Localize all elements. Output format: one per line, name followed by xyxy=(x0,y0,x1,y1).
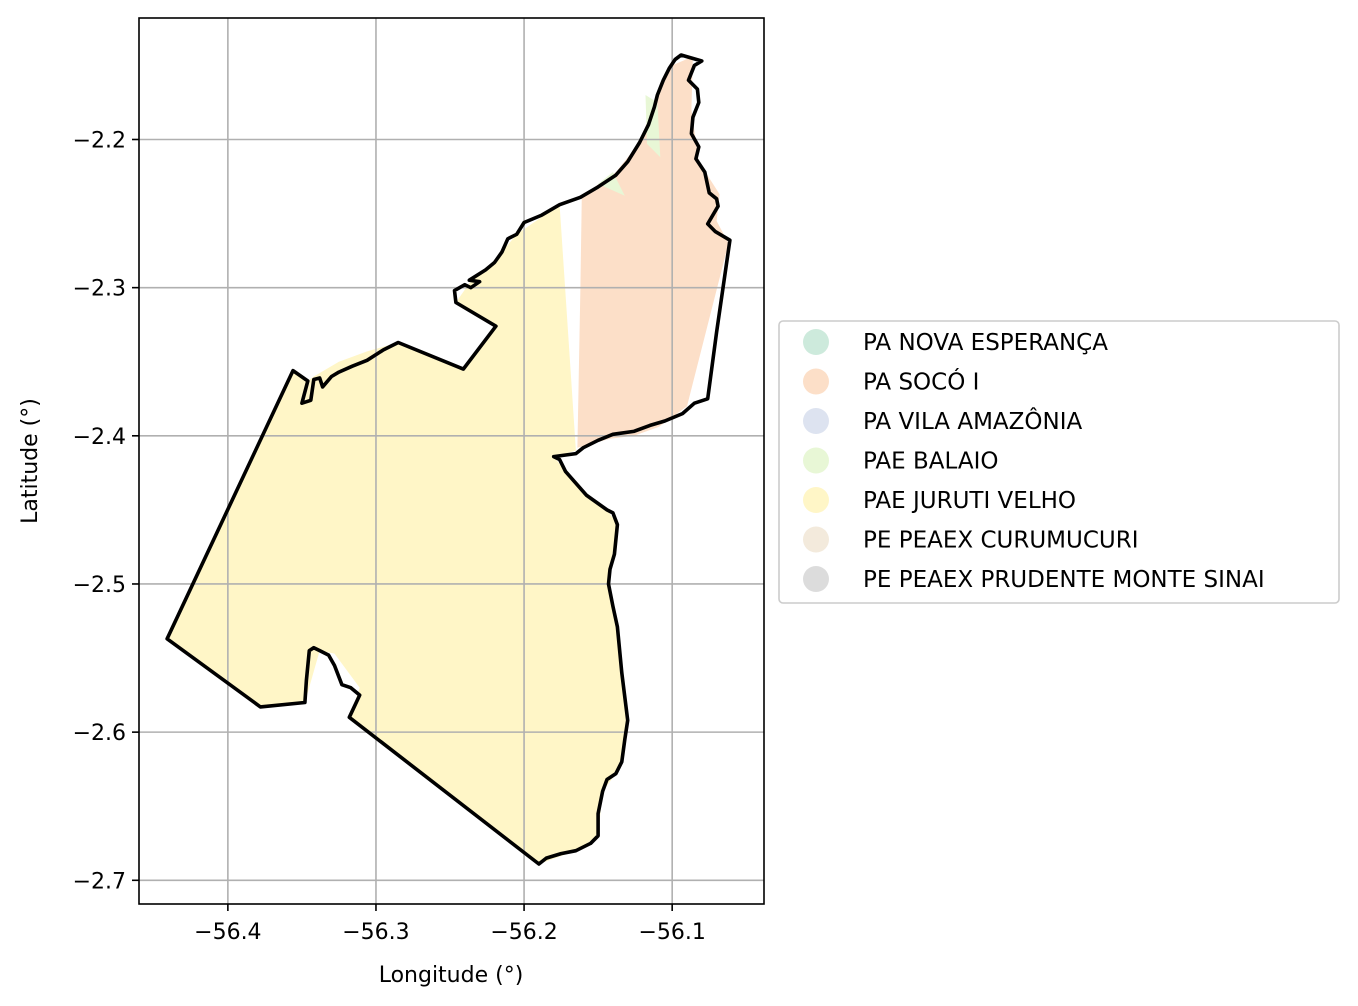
grid-layer xyxy=(139,18,764,904)
y-tick-label-2: −2.4 xyxy=(73,425,126,450)
legend-marker-pa-vila-amazonia xyxy=(803,408,829,434)
region-pa-soc-i-1 xyxy=(577,56,729,448)
legend-frame xyxy=(778,320,1340,604)
legend-marker-pae-juruti-velho xyxy=(803,487,829,513)
region-pae-balaio-3 xyxy=(598,172,625,196)
region-pae-balaio-2 xyxy=(645,95,661,158)
y-tick-label-1: −2.3 xyxy=(73,277,126,302)
ticks-layer: −56.4 −56.3 −56.2 −56.1 −2.2 −2.3 −2.4 −2.5 −2.6… xyxy=(73,128,706,945)
y-axis-label: Latitude (°) xyxy=(18,398,43,524)
x-tick-label-1: −56.3 xyxy=(342,920,409,945)
legend-marker-pe-peaex-curumucuri xyxy=(803,526,829,553)
x-tick-label-0: −56.4 xyxy=(194,920,261,945)
legend-label-pae-balaio: PAE BALAIO xyxy=(863,449,998,475)
regions-layer xyxy=(167,56,729,864)
y-tick-label-3: −2.5 xyxy=(73,573,126,598)
x-tick-label-3: −56.1 xyxy=(638,920,705,945)
region-pae-juruti-velho-0 xyxy=(167,204,628,864)
boundary-layer xyxy=(165,53,732,866)
x-axis-label: Longitude (°) xyxy=(379,963,524,988)
legend-marker-pa-soco-i xyxy=(803,368,829,395)
legend-marker-pe-peaex-prudente-monte-sinai xyxy=(803,566,829,592)
y-tick-label-0: −2.2 xyxy=(73,128,126,153)
municipality-boundary xyxy=(165,53,732,866)
legend-label-pae-juruti-velho: PAE JURUTI VELHO xyxy=(863,488,1076,514)
y-tick-label-5: −2.7 xyxy=(73,869,126,894)
legend-label-pa-nova-esperanca: PA NOVA ESPERANÇA xyxy=(863,330,1108,356)
legend-label-pe-peaex-prudente-monte-sinai: PE PEAEX PRUDENTE MONTE SINAI xyxy=(863,567,1265,593)
legend-label-pa-soco-i: PA SOCÓ I xyxy=(863,368,979,396)
legend-label-pe-peaex-curumucuri: PE PEAEX CURUMUCURI xyxy=(863,528,1139,554)
y-tick-label-4: −2.6 xyxy=(73,721,126,746)
legend-marker-pae-balaio xyxy=(803,447,829,474)
x-tick-label-2: −56.2 xyxy=(490,920,557,945)
legend-label-pa-vila-amazonia: PA VILA AMAZÔNIA xyxy=(863,407,1083,435)
legend-marker-pa-nova-esperanca xyxy=(803,329,829,355)
plot-frame xyxy=(138,17,765,905)
legend: PA NOVA ESPERANÇA PA SOCÓ I PA VILA AMAZÔN… xyxy=(778,320,1340,604)
